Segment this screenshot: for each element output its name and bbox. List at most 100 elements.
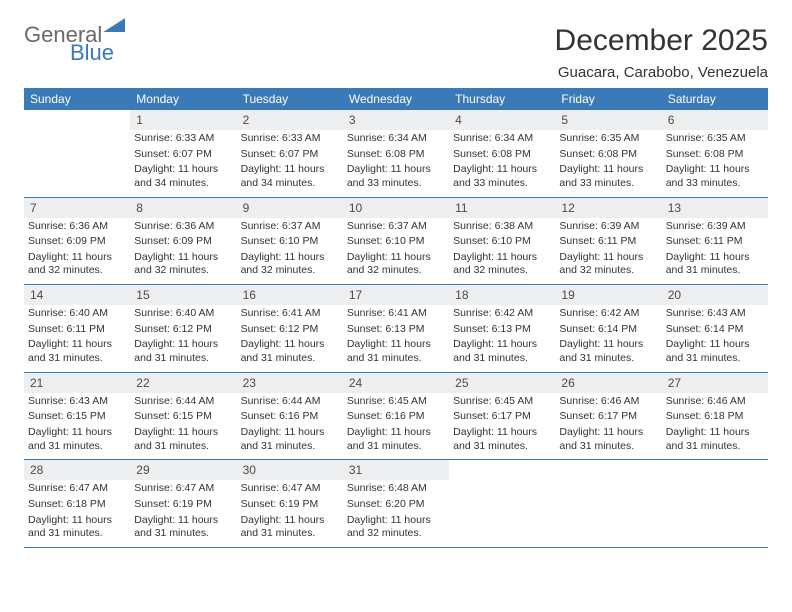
sunset-text: Sunset: 6:13 PM xyxy=(449,321,555,337)
sunrise-text: Sunrise: 6:40 AM xyxy=(24,305,130,321)
weekday-header: Friday xyxy=(555,88,661,110)
day-cell: 25Sunrise: 6:45 AMSunset: 6:17 PMDayligh… xyxy=(449,373,555,460)
daylight-text: Daylight: 11 hours and 32 minutes. xyxy=(555,249,661,278)
sunrise-text: Sunrise: 6:36 AM xyxy=(24,218,130,234)
day-cell: 29Sunrise: 6:47 AMSunset: 6:19 PMDayligh… xyxy=(130,460,236,547)
logo: GeneralBlue xyxy=(24,24,125,64)
day-cell xyxy=(449,460,555,547)
sunrise-text: Sunrise: 6:37 AM xyxy=(237,218,343,234)
day-cell: 4Sunrise: 6:34 AMSunset: 6:08 PMDaylight… xyxy=(449,110,555,197)
sunset-text: Sunset: 6:11 PM xyxy=(24,321,130,337)
day-cell: 30Sunrise: 6:47 AMSunset: 6:19 PMDayligh… xyxy=(237,460,343,547)
day-cell: 31Sunrise: 6:48 AMSunset: 6:20 PMDayligh… xyxy=(343,460,449,547)
daylight-text: Daylight: 11 hours and 31 minutes. xyxy=(449,336,555,365)
day-number: 7 xyxy=(24,198,130,218)
day-cell: 28Sunrise: 6:47 AMSunset: 6:18 PMDayligh… xyxy=(24,460,130,547)
sunrise-text: Sunrise: 6:40 AM xyxy=(130,305,236,321)
daylight-text: Daylight: 11 hours and 32 minutes. xyxy=(237,249,343,278)
day-cell: 11Sunrise: 6:38 AMSunset: 6:10 PMDayligh… xyxy=(449,198,555,285)
sunrise-text: Sunrise: 6:36 AM xyxy=(130,218,236,234)
sunset-text: Sunset: 6:16 PM xyxy=(343,408,449,424)
week-row: 1Sunrise: 6:33 AMSunset: 6:07 PMDaylight… xyxy=(24,110,768,198)
sunset-text: Sunset: 6:17 PM xyxy=(449,408,555,424)
daylight-text: Daylight: 11 hours and 33 minutes. xyxy=(662,161,768,190)
daylight-text: Daylight: 11 hours and 31 minutes. xyxy=(237,424,343,453)
day-number: 23 xyxy=(237,373,343,393)
sunset-text: Sunset: 6:12 PM xyxy=(130,321,236,337)
day-number: 18 xyxy=(449,285,555,305)
sunset-text: Sunset: 6:15 PM xyxy=(130,408,236,424)
day-number: 19 xyxy=(555,285,661,305)
sunset-text: Sunset: 6:14 PM xyxy=(662,321,768,337)
day-number: 8 xyxy=(130,198,236,218)
daylight-text: Daylight: 11 hours and 31 minutes. xyxy=(662,424,768,453)
day-number: 24 xyxy=(343,373,449,393)
day-cell: 16Sunrise: 6:41 AMSunset: 6:12 PMDayligh… xyxy=(237,285,343,372)
sunset-text: Sunset: 6:12 PM xyxy=(237,321,343,337)
sunrise-text: Sunrise: 6:33 AM xyxy=(130,130,236,146)
sunrise-text: Sunrise: 6:38 AM xyxy=(449,218,555,234)
daylight-text: Daylight: 11 hours and 31 minutes. xyxy=(237,512,343,541)
sunset-text: Sunset: 6:20 PM xyxy=(343,496,449,512)
sunrise-text: Sunrise: 6:43 AM xyxy=(24,393,130,409)
sunrise-text: Sunrise: 6:35 AM xyxy=(555,130,661,146)
sunrise-text: Sunrise: 6:42 AM xyxy=(555,305,661,321)
day-cell: 22Sunrise: 6:44 AMSunset: 6:15 PMDayligh… xyxy=(130,373,236,460)
daylight-text: Daylight: 11 hours and 31 minutes. xyxy=(130,512,236,541)
day-cell: 3Sunrise: 6:34 AMSunset: 6:08 PMDaylight… xyxy=(343,110,449,197)
sunset-text: Sunset: 6:08 PM xyxy=(343,146,449,162)
sunrise-text: Sunrise: 6:39 AM xyxy=(555,218,661,234)
day-number: 4 xyxy=(449,110,555,130)
day-number: 10 xyxy=(343,198,449,218)
sunrise-text: Sunrise: 6:39 AM xyxy=(662,218,768,234)
daylight-text: Daylight: 11 hours and 32 minutes. xyxy=(130,249,236,278)
day-cell xyxy=(662,460,768,547)
location-label: Guacara, Carabobo, Venezuela xyxy=(555,64,768,81)
daylight-text: Daylight: 11 hours and 32 minutes. xyxy=(449,249,555,278)
sunset-text: Sunset: 6:19 PM xyxy=(237,496,343,512)
daylight-text: Daylight: 11 hours and 34 minutes. xyxy=(130,161,236,190)
sunrise-text: Sunrise: 6:41 AM xyxy=(237,305,343,321)
daylight-text: Daylight: 11 hours and 33 minutes. xyxy=(449,161,555,190)
day-cell: 7Sunrise: 6:36 AMSunset: 6:09 PMDaylight… xyxy=(24,198,130,285)
daylight-text: Daylight: 11 hours and 31 minutes. xyxy=(237,336,343,365)
day-cell: 27Sunrise: 6:46 AMSunset: 6:18 PMDayligh… xyxy=(662,373,768,460)
sunset-text: Sunset: 6:08 PM xyxy=(449,146,555,162)
sunset-text: Sunset: 6:07 PM xyxy=(130,146,236,162)
sunrise-text: Sunrise: 6:44 AM xyxy=(130,393,236,409)
day-number: 30 xyxy=(237,460,343,480)
sunset-text: Sunset: 6:16 PM xyxy=(237,408,343,424)
day-cell: 13Sunrise: 6:39 AMSunset: 6:11 PMDayligh… xyxy=(662,198,768,285)
weekday-header: Monday xyxy=(130,88,236,110)
daylight-text: Daylight: 11 hours and 31 minutes. xyxy=(555,424,661,453)
daylight-text: Daylight: 11 hours and 31 minutes. xyxy=(24,336,130,365)
sunrise-text: Sunrise: 6:41 AM xyxy=(343,305,449,321)
sunrise-text: Sunrise: 6:47 AM xyxy=(130,480,236,496)
daylight-text: Daylight: 11 hours and 34 minutes. xyxy=(237,161,343,190)
day-number: 6 xyxy=(662,110,768,130)
day-cell: 1Sunrise: 6:33 AMSunset: 6:07 PMDaylight… xyxy=(130,110,236,197)
sunrise-text: Sunrise: 6:33 AM xyxy=(237,130,343,146)
day-number: 29 xyxy=(130,460,236,480)
day-number: 16 xyxy=(237,285,343,305)
sunrise-text: Sunrise: 6:48 AM xyxy=(343,480,449,496)
sunset-text: Sunset: 6:18 PM xyxy=(662,408,768,424)
weekday-header: Thursday xyxy=(449,88,555,110)
sunrise-text: Sunrise: 6:45 AM xyxy=(343,393,449,409)
daylight-text: Daylight: 11 hours and 31 minutes. xyxy=(24,424,130,453)
sunrise-text: Sunrise: 6:47 AM xyxy=(237,480,343,496)
weekday-header: Sunday xyxy=(24,88,130,110)
daylight-text: Daylight: 11 hours and 31 minutes. xyxy=(343,336,449,365)
day-cell xyxy=(555,460,661,547)
daylight-text: Daylight: 11 hours and 31 minutes. xyxy=(130,424,236,453)
sunset-text: Sunset: 6:19 PM xyxy=(130,496,236,512)
sunrise-text: Sunrise: 6:34 AM xyxy=(449,130,555,146)
day-number: 2 xyxy=(237,110,343,130)
daylight-text: Daylight: 11 hours and 31 minutes. xyxy=(662,336,768,365)
weekday-header-row: SundayMondayTuesdayWednesdayThursdayFrid… xyxy=(24,88,768,110)
daylight-text: Daylight: 11 hours and 31 minutes. xyxy=(130,336,236,365)
sunrise-text: Sunrise: 6:35 AM xyxy=(662,130,768,146)
sunset-text: Sunset: 6:09 PM xyxy=(130,233,236,249)
day-number: 17 xyxy=(343,285,449,305)
day-cell: 12Sunrise: 6:39 AMSunset: 6:11 PMDayligh… xyxy=(555,198,661,285)
